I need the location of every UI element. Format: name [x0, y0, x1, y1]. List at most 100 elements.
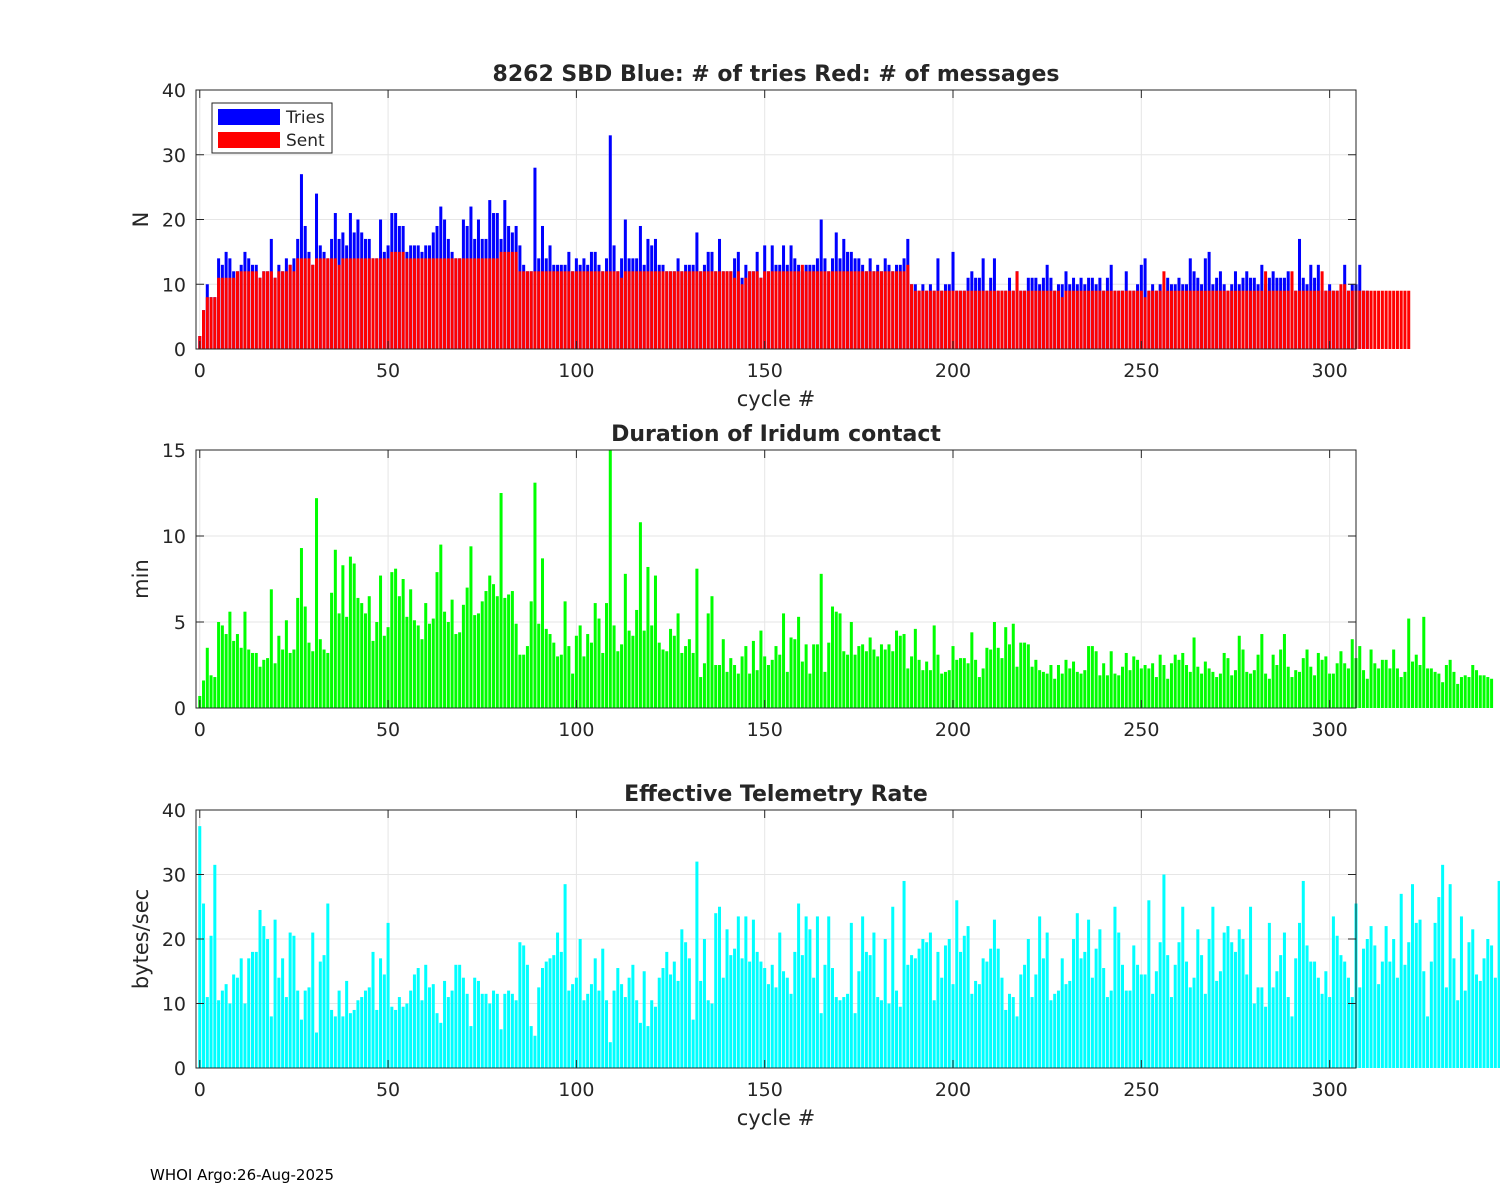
bar-sent [985, 290, 989, 349]
bar-sent [612, 271, 616, 349]
bar-duration [887, 644, 891, 708]
bar-rate [1256, 987, 1260, 1069]
bar-rate [1011, 997, 1015, 1068]
bar-sent [1339, 284, 1343, 349]
bar-duration [1444, 665, 1448, 708]
bar-rate [281, 958, 285, 1068]
bar-rate [1218, 971, 1222, 1068]
bar-duration [533, 482, 537, 708]
bar-sent [642, 271, 646, 349]
bar-sent [284, 271, 288, 349]
bar-sent [627, 271, 631, 349]
bar-sent [631, 271, 635, 349]
bar-rate [1456, 1000, 1460, 1068]
bar-duration [1286, 666, 1290, 708]
bar-rate [1203, 993, 1207, 1068]
bar-duration [552, 642, 556, 708]
bar-rate [556, 932, 560, 1068]
bar-rate [1151, 993, 1155, 1068]
bar-duration [748, 673, 752, 708]
bar-rate [1290, 1016, 1294, 1068]
bar-duration [356, 597, 360, 708]
bar-duration [913, 628, 917, 708]
bar-sent [1064, 290, 1068, 349]
bar-sent [846, 271, 850, 349]
bar-duration [578, 625, 582, 708]
bar-sent [1034, 290, 1038, 349]
bar-rate [1245, 974, 1249, 1068]
legend-swatch-tries [218, 109, 280, 125]
bar-duration [842, 651, 846, 708]
bar-rate [469, 1026, 473, 1068]
bar-sent [337, 264, 341, 349]
bar-duration [759, 630, 763, 708]
bar-rate [1056, 990, 1060, 1068]
bar-rate [367, 987, 371, 1069]
bar-sent [857, 271, 861, 349]
bar-duration [1120, 666, 1124, 708]
bar-sent [1203, 290, 1207, 349]
bar-sent [947, 290, 951, 349]
bar-duration [808, 673, 812, 708]
bar-rate [525, 964, 529, 1068]
bar-rate [1079, 958, 1083, 1068]
bar-duration [232, 640, 236, 708]
bar-sent [405, 258, 409, 349]
bar-duration [672, 635, 676, 708]
bar-rate [895, 990, 899, 1068]
y-tick-label: 15 [162, 440, 186, 462]
bar-sent [800, 264, 804, 349]
bar-duration [424, 603, 428, 708]
bar-duration [1222, 652, 1226, 708]
x-tick-label: 250 [1123, 1079, 1159, 1101]
bar-rate [638, 1022, 642, 1068]
series-rate [198, 826, 1500, 1069]
bar-duration [1158, 654, 1162, 708]
bar-duration [548, 634, 552, 708]
bar-duration [646, 566, 650, 708]
bar-sent [525, 271, 529, 349]
bar-rate [1230, 942, 1234, 1068]
bar-rate [239, 958, 243, 1068]
bar-duration [1403, 671, 1407, 708]
bar-duration [386, 627, 390, 708]
bar-duration [785, 671, 789, 708]
bar-rate [661, 968, 665, 1068]
bar-rate [1452, 958, 1456, 1068]
bar-duration [284, 620, 288, 708]
bar-rate [616, 968, 620, 1068]
bar-rate [669, 974, 673, 1068]
bar-rate [397, 997, 401, 1068]
bar-sent [1011, 290, 1015, 349]
bar-sent [578, 271, 582, 349]
bar-sent [959, 290, 963, 349]
bar-tries [533, 167, 537, 349]
y-tick-label: 40 [162, 800, 186, 822]
bar-duration [970, 632, 974, 708]
bar-rate [1226, 926, 1230, 1068]
bar-rate [827, 916, 831, 1068]
bar-sent [544, 271, 548, 349]
bar-rate [631, 964, 635, 1068]
bar-sent [793, 271, 797, 349]
bar-rate [1433, 922, 1437, 1069]
bar-rate [868, 955, 872, 1069]
bar-sent [1309, 290, 1313, 349]
bar-sent [1113, 290, 1117, 349]
bar-rate [635, 1000, 639, 1068]
bar-duration [872, 649, 876, 708]
bar-rate [311, 932, 315, 1068]
bar-sent [484, 258, 488, 349]
bar-duration [857, 646, 861, 708]
bar-rate [409, 990, 413, 1068]
bar-duration [1388, 668, 1392, 708]
bar-duration [943, 671, 947, 708]
bar-sent [574, 271, 578, 349]
bar-duration [706, 613, 710, 708]
bar-rate [981, 958, 985, 1068]
bar-duration [465, 587, 469, 708]
bar-rate [1120, 964, 1124, 1068]
bar-rate [1324, 971, 1328, 1068]
bar-rate [348, 1013, 352, 1068]
bar-sent [1196, 290, 1200, 349]
